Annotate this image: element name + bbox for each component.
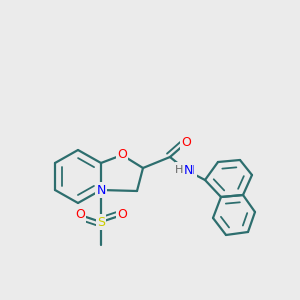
Text: O: O — [75, 208, 85, 221]
Text: N: N — [183, 164, 193, 176]
Text: O: O — [117, 208, 127, 221]
Text: HN: HN — [177, 164, 195, 176]
Text: O: O — [181, 136, 191, 149]
Text: O: O — [117, 148, 127, 161]
Text: S: S — [97, 215, 105, 229]
Text: H: H — [175, 165, 183, 175]
Text: N: N — [96, 184, 106, 196]
